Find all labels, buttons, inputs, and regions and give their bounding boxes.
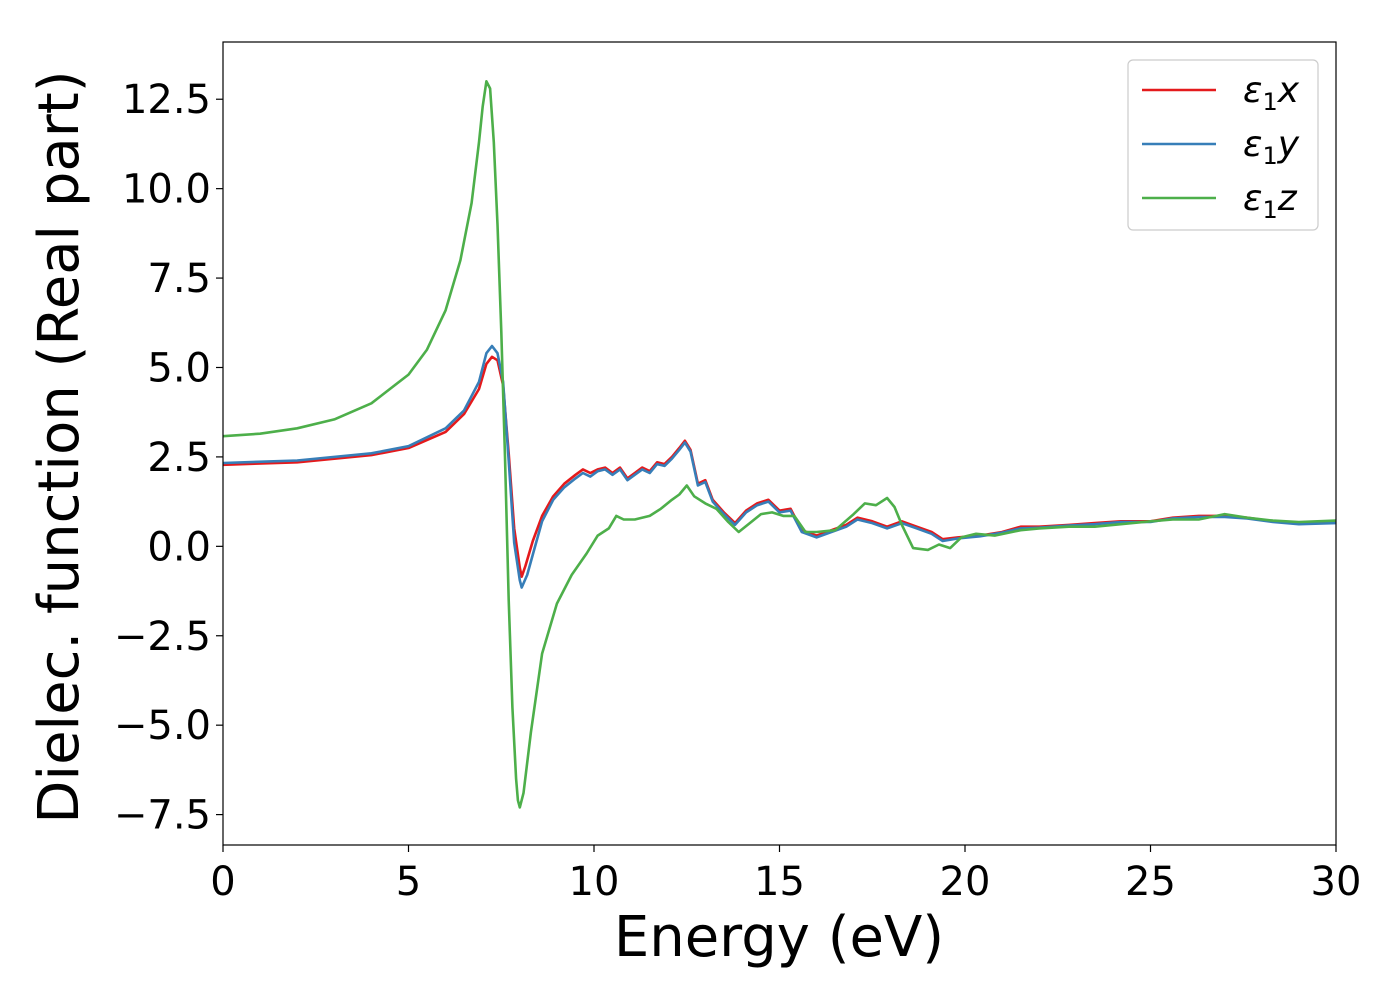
legend: ε1x ε1y ε1z: [1127, 59, 1319, 231]
x-axis-label: Energy (eV): [614, 905, 944, 970]
y-tick-label: 12.5: [122, 77, 211, 123]
y-tick-label: 10.0: [122, 167, 211, 213]
y-tick-label: −2.5: [114, 614, 211, 660]
x-tick-label: 20: [940, 859, 991, 905]
y-tick-label: 5.0: [147, 345, 211, 391]
legend-label-z: ε1z: [1243, 178, 1298, 224]
x-tick-label: 5: [396, 859, 421, 905]
legend-label-x: ε1x: [1243, 70, 1300, 116]
y-axis-ticks: −7.5 −5.0 −2.5 0.0 2.5 5.0 7.5 10.0 12.5: [114, 77, 223, 839]
x-tick-label: 15: [754, 859, 805, 905]
legend-box: [1127, 59, 1319, 231]
x-tick-label: 0: [210, 859, 235, 905]
y-tick-label: −5.0: [114, 703, 211, 749]
x-tick-label: 10: [569, 859, 620, 905]
series-lines: [223, 80, 1336, 809]
legend-label-y: ε1y: [1243, 124, 1300, 170]
x-axis-ticks: 0 5 10 15 20 25 30: [210, 845, 1361, 905]
y-tick-label: 7.5: [147, 256, 211, 302]
y-tick-label: 2.5: [147, 435, 211, 481]
x-tick-label: 25: [1125, 859, 1176, 905]
y-axis-label: Dielec. function (Real part): [27, 70, 92, 823]
series-line-z: [223, 80, 1336, 809]
y-tick-label: −7.5: [114, 793, 211, 839]
y-tick-label: 0.0: [147, 524, 211, 570]
x-tick-label: 30: [1311, 859, 1362, 905]
series-line-y: [223, 344, 1336, 589]
